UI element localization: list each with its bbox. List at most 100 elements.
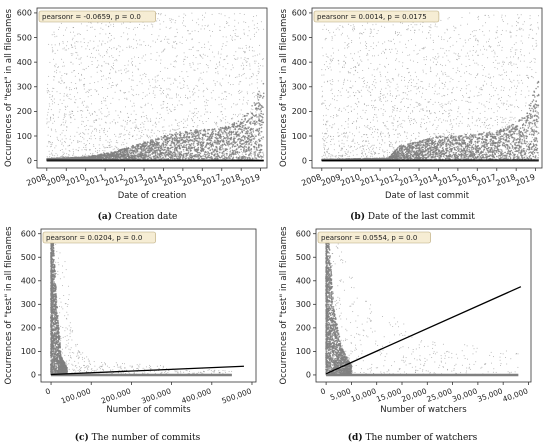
scatter-point <box>256 142 258 144</box>
scatter-point <box>81 123 83 125</box>
scatter-point <box>258 104 260 107</box>
scatter-point <box>206 87 208 89</box>
scatter-point <box>229 147 232 149</box>
scatter-point <box>56 154 58 156</box>
scatter-point <box>210 35 211 37</box>
scatter-point <box>176 153 178 154</box>
scatter-point <box>232 143 235 146</box>
scatter-point <box>497 68 498 70</box>
scatter-point <box>195 85 197 87</box>
scatter-point <box>117 83 119 85</box>
scatter-point <box>220 53 222 55</box>
scatter-point <box>51 90 53 92</box>
scatter-point <box>242 135 245 137</box>
scatter-point <box>166 142 168 144</box>
scatter-point <box>80 62 82 64</box>
scatter-point <box>220 139 223 141</box>
scatter-point <box>191 118 193 120</box>
scatter-point <box>104 43 106 45</box>
scatter-point <box>112 85 114 86</box>
scatter-point <box>185 140 188 143</box>
scatter-point <box>176 28 178 30</box>
scatter-point <box>112 155 115 158</box>
scatter-point <box>219 64 221 66</box>
scatter-point <box>177 104 179 106</box>
scatter-point <box>235 122 238 125</box>
scatter-point <box>225 116 227 118</box>
scatter-point <box>201 141 203 143</box>
scatter-point <box>373 28 375 30</box>
scatter-point <box>235 104 237 106</box>
scatter-point <box>202 14 203 16</box>
annotation-text: pearsonr = -0.0659, p = 0.0 <box>42 13 141 21</box>
scatter-point <box>50 128 52 130</box>
scatter-point <box>259 104 262 106</box>
scatter-point <box>66 49 68 51</box>
scatter-point <box>108 83 110 85</box>
scatter-point <box>174 47 176 49</box>
scatter-point <box>243 32 245 34</box>
scatter-point <box>228 157 230 159</box>
scatter-point <box>236 124 239 127</box>
scatter-point <box>189 156 192 159</box>
scatter-point <box>166 106 168 108</box>
scatter-point <box>81 74 83 76</box>
scatter-point <box>165 138 168 141</box>
scatter-point <box>165 36 167 38</box>
x-tick-label: 2019 <box>239 172 261 187</box>
scatter-point <box>99 33 101 35</box>
scatter-point <box>198 42 200 44</box>
scatter-point <box>83 88 85 90</box>
scatter-point <box>255 114 257 117</box>
scatter-point <box>257 99 260 101</box>
scatter-point <box>173 139 176 142</box>
scatter-point <box>147 149 150 152</box>
scatter-point <box>155 149 157 151</box>
scatter-point <box>141 136 143 138</box>
scatter-point <box>151 156 153 158</box>
scatter-point <box>200 143 202 146</box>
scatter-point <box>162 152 165 155</box>
scatter-point <box>77 41 79 43</box>
y-tick-label: 100 <box>17 132 32 141</box>
scatter-point <box>133 56 135 58</box>
scatter-point <box>225 45 227 46</box>
scatter-point <box>82 68 84 70</box>
scatter-point <box>163 92 164 94</box>
scatter-point <box>84 156 86 159</box>
scatter-point <box>194 136 197 138</box>
scatter-point <box>325 138 327 140</box>
scatter-point <box>253 24 255 26</box>
scatter-point <box>218 128 220 130</box>
scatter-point <box>150 120 152 122</box>
scatter-point <box>101 100 102 102</box>
scatter-point <box>233 122 236 124</box>
scatter-point <box>244 143 246 145</box>
scatter-point <box>183 118 185 120</box>
scatter-point <box>227 140 229 143</box>
scatter-point <box>112 57 114 58</box>
scatter-point <box>382 113 384 115</box>
scatter-point <box>212 90 214 92</box>
scatter-point <box>177 128 179 130</box>
scatter-point <box>126 97 128 99</box>
scatter-point <box>252 109 254 111</box>
scatter-point <box>192 133 195 135</box>
scatter-point <box>61 58 63 60</box>
scatter-point <box>183 84 185 86</box>
scatter-point <box>126 130 128 132</box>
scatter-point <box>180 96 181 98</box>
scatter-point <box>48 43 50 45</box>
scatter-point <box>69 138 71 140</box>
scatter-point <box>244 57 246 59</box>
scatter-point <box>72 155 74 157</box>
scatter-point <box>91 52 92 54</box>
scatter-point <box>119 156 121 159</box>
scatter-point <box>500 100 502 102</box>
scatter-point <box>60 83 62 84</box>
scatter-point <box>108 25 110 27</box>
scatter-point <box>166 149 168 152</box>
scatter-point <box>171 152 174 155</box>
scatter-point <box>70 89 72 91</box>
scatter-point <box>223 127 226 129</box>
